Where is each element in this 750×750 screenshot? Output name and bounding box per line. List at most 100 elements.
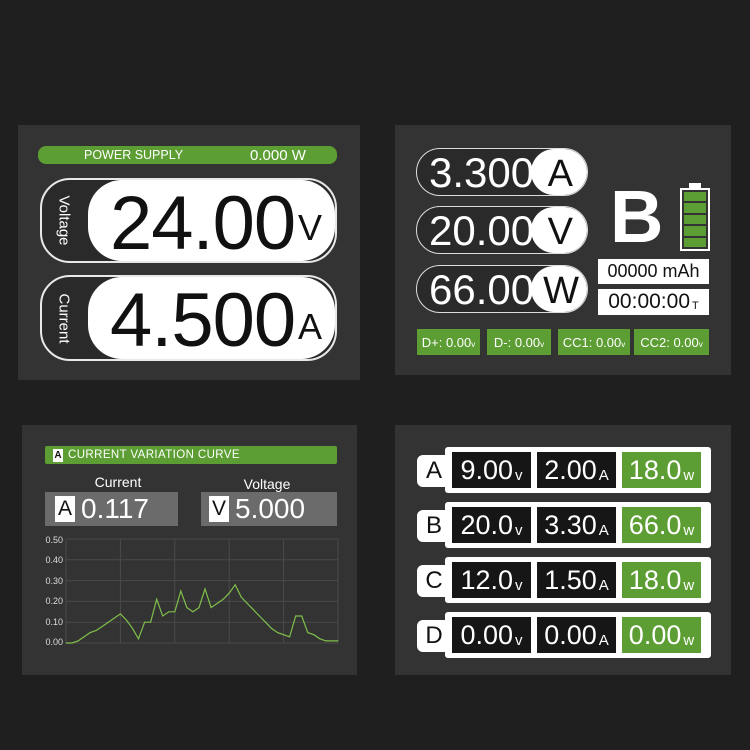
power-supply-title: POWER SUPPLY <box>84 148 184 162</box>
data-point <box>252 609 254 611</box>
capacity-readout: 00000 mAh <box>598 259 709 284</box>
current-series-line <box>66 583 338 644</box>
port-current: 3.30 A <box>537 507 616 543</box>
current-curve-chart <box>65 538 339 644</box>
current-reading: 3.300 A <box>416 148 588 196</box>
voltage-value: 24.00 <box>110 181 296 263</box>
data-point <box>198 607 200 609</box>
y-tick: 0.10 <box>45 617 63 627</box>
data-point <box>319 638 321 640</box>
data-point <box>186 607 188 609</box>
port-row-b: B 20.0 v 3.30 A 66.0 w <box>417 502 711 548</box>
data-point <box>144 621 146 623</box>
current-display: Current 4.500 A <box>40 275 337 361</box>
voltage-display: Voltage 24.00 V <box>40 178 337 263</box>
y-tick: 0.40 <box>45 555 63 565</box>
data-point <box>125 619 127 621</box>
data-point <box>107 621 109 623</box>
port-voltage: 0.00 v <box>452 617 531 653</box>
data-point <box>192 611 194 613</box>
curve-screen <box>22 425 357 675</box>
data-point <box>162 615 164 617</box>
data-point <box>77 640 79 642</box>
current-value: 0.117 <box>81 493 149 524</box>
data-point <box>313 634 315 636</box>
data-point <box>89 632 91 634</box>
curve-header: A CURRENT VARIATION CURVE <box>45 446 337 464</box>
y-tick: 0.00 <box>45 637 63 647</box>
data-point <box>325 640 327 642</box>
power-supply-header: POWER SUPPLY 0.000 W <box>38 146 337 164</box>
data-point <box>180 590 182 592</box>
data-point <box>95 630 97 632</box>
voltage-box: V 5.000 <box>201 492 337 526</box>
port-voltage: 9.00 v <box>452 452 531 488</box>
data-point <box>83 636 85 638</box>
y-tick: 0.20 <box>45 596 63 606</box>
port-row-a: A 9.00 v 2.00 A 18.0 w <box>417 447 711 493</box>
port-power: 18.0 w <box>622 562 701 598</box>
port-power: 66.0 w <box>622 507 701 543</box>
power-reading: 66.00 W <box>416 265 588 313</box>
data-point <box>295 615 297 617</box>
current-unit: A <box>298 306 323 347</box>
data-point <box>113 617 115 619</box>
cc2-voltage: CC2: 0.00 v <box>634 329 709 355</box>
battery-icon <box>680 183 710 251</box>
data-point <box>210 607 212 609</box>
current-label: Current <box>55 292 73 344</box>
voltage-reading: 20.00 V <box>416 206 588 254</box>
data-point <box>289 636 291 638</box>
voltage-label: Voltage <box>55 195 73 246</box>
voltage-heading: Voltage <box>243 476 291 492</box>
curve-badge: A <box>53 448 63 462</box>
data-point <box>246 602 248 604</box>
port-voltage: 12.0 v <box>452 562 531 598</box>
port-current: 1.50 A <box>537 562 616 598</box>
current-box: A 0.117 <box>45 492 178 526</box>
data-point <box>156 598 158 600</box>
curve-title: CURRENT VARIATION CURVE <box>68 449 240 461</box>
data-point <box>138 638 140 640</box>
data-point <box>150 621 152 623</box>
port-row-c: C 12.0 v 1.50 A 18.0 w <box>417 557 711 603</box>
port-letter: B <box>610 175 664 258</box>
voltage-unit: V <box>298 207 323 248</box>
data-point <box>131 627 133 629</box>
data-point <box>301 615 303 617</box>
data-point <box>234 584 236 586</box>
data-point <box>264 621 266 623</box>
dminus-voltage: D-: 0.00 v <box>487 329 551 355</box>
data-point <box>228 592 230 594</box>
data-point <box>307 632 309 634</box>
port-current: 0.00 A <box>537 617 616 653</box>
cc1-voltage: CC1: 0.00 v <box>558 329 630 355</box>
power-readout: 0.000 W <box>250 146 306 164</box>
current-heading: Current <box>94 474 142 490</box>
port-voltage: 20.0 v <box>452 507 531 543</box>
data-point <box>331 640 333 642</box>
data-point <box>204 588 206 590</box>
port-power: 18.0 w <box>622 452 701 488</box>
data-point <box>101 625 103 627</box>
dplus-voltage: D+: 0.00 v <box>417 329 480 355</box>
data-point <box>337 640 339 642</box>
data-point <box>168 611 170 613</box>
y-tick: 0.30 <box>45 576 63 586</box>
time-readout: 00:00:00 T <box>598 289 709 315</box>
data-point <box>71 642 73 644</box>
data-point <box>277 632 279 634</box>
data-point <box>271 627 273 629</box>
data-point <box>65 642 67 644</box>
data-point <box>119 613 121 615</box>
data-point <box>174 611 176 613</box>
voltage-value: 5.000 <box>235 493 306 524</box>
data-point <box>216 602 218 604</box>
data-point <box>222 598 224 600</box>
port-row-d: D 0.00 v 0.00 A 0.00 w <box>417 612 711 658</box>
port-current: 2.00 A <box>537 452 616 488</box>
y-tick: 0.50 <box>45 535 63 545</box>
data-point <box>258 615 260 617</box>
data-point <box>240 596 242 598</box>
port-power: 0.00 w <box>622 617 701 653</box>
